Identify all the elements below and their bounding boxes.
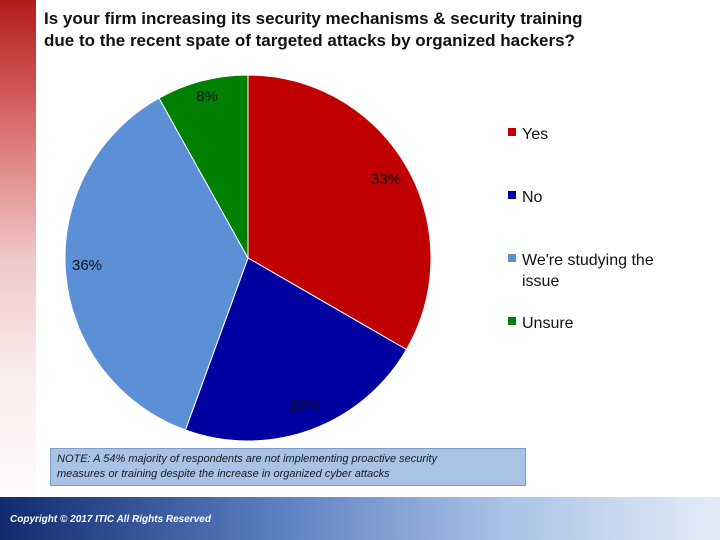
legend-swatch-1	[508, 128, 516, 136]
note-line-2: measures or training despite the increas…	[57, 468, 390, 480]
legend-label-4: Unsure	[522, 315, 574, 332]
pie-slice-2	[184, 257, 408, 442]
legend-label-3-line-1: We're studying the	[522, 252, 654, 269]
legend-label-3-line-2: issue	[522, 273, 559, 290]
legend-label-2: No	[522, 189, 543, 206]
legend-swatch-4	[508, 317, 516, 325]
slice-value-label-2: 22%	[290, 396, 320, 413]
pie-slice-3	[64, 97, 249, 431]
page-title: Is your firm increasing its security mec…	[44, 8, 704, 52]
legend-label-1: Yes	[522, 126, 548, 143]
note-box: NOTE: A 54% majority of respondents are …	[50, 448, 526, 486]
title-line-2: due to the recent spate of targeted atta…	[44, 31, 575, 50]
legend-swatch-3	[508, 254, 516, 262]
note-line-1: NOTE: A 54% majority of respondents are …	[57, 453, 438, 465]
slice-value-label-1: 33%	[371, 171, 401, 188]
pie-slice-4	[158, 74, 249, 260]
footer-bar: Copyright © 2017 ITIC All Rights Reserve…	[0, 497, 720, 540]
copyright-text: Copyright © 2017 ITIC All Rights Reserve…	[10, 514, 211, 525]
slice-value-label-4: 8%	[196, 88, 218, 105]
slice-value-label-3: 36%	[72, 257, 102, 274]
title-line-1: Is your firm increasing its security mec…	[44, 9, 583, 28]
pie-slice-1	[247, 74, 432, 351]
legend-swatch-2	[508, 191, 516, 199]
side-accent-bar	[0, 0, 36, 540]
